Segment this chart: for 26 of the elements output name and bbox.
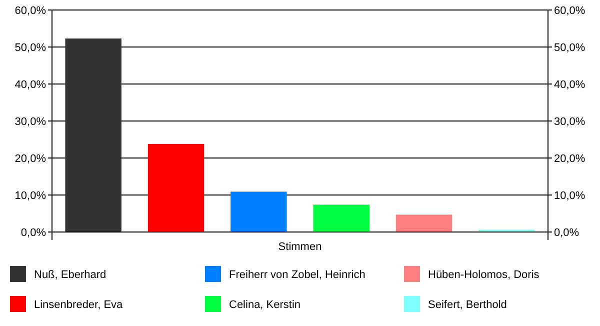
bar	[230, 192, 287, 232]
legend-label: Seifert, Berthold	[428, 298, 507, 311]
text: 40,0%	[554, 78, 586, 91]
y-tick-label: 10,0%	[14, 190, 46, 202]
y-tick-label: 60,0%	[14, 4, 46, 17]
y-tick-label: 50,0%	[14, 42, 46, 54]
legend-label: Linsenbreder, Eva	[34, 298, 124, 311]
y-tick-label: 0,0%	[20, 226, 46, 239]
bar	[396, 214, 452, 232]
text: 10,0%	[554, 190, 586, 202]
text: 20,0%	[554, 152, 586, 165]
text: 0,0%	[554, 226, 580, 239]
text: 60,0%	[554, 4, 586, 17]
x-tick-label: Stimmen	[278, 240, 322, 253]
bar	[148, 144, 204, 232]
y-tick-label: 20,0%	[14, 152, 46, 165]
legend-label: Hüben-Holomos, Doris	[428, 268, 540, 281]
legend-label: Celina, Kerstin	[229, 298, 301, 311]
bar	[313, 204, 370, 232]
y-tick-label: 40,0%	[14, 78, 46, 91]
text: 30,0%	[554, 116, 586, 128]
bar	[65, 38, 122, 232]
y-tick-label: 30,0%	[14, 116, 46, 128]
legend-label: Freiherr von Zobel, Heinrich	[229, 268, 366, 281]
legend-label: Nuß, Eberhard	[34, 268, 106, 281]
text: 50,0%	[554, 42, 586, 54]
